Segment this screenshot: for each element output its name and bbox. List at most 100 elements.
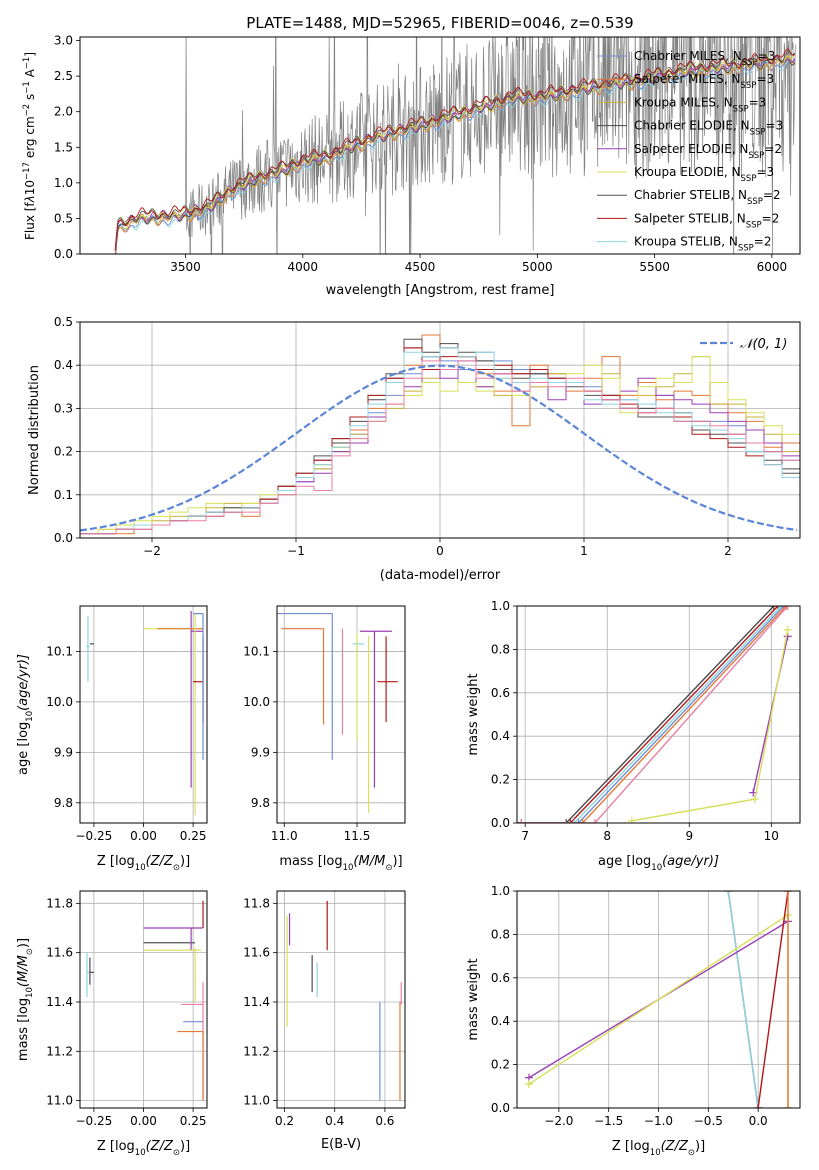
x-tick-label: −0.25 xyxy=(76,1114,113,1128)
x-tick-label: 11.0 xyxy=(271,829,298,843)
legend-entry: Salpeter STELIB, NSSP=2 xyxy=(634,211,779,230)
legend-entry: Salpeter MILES, NSSP=3 xyxy=(634,72,774,91)
y-tick-label: 0.6 xyxy=(491,971,510,985)
label-part: =3 xyxy=(756,72,774,86)
y-tick-label: 0.2 xyxy=(54,445,73,459)
weight-line-salpeter-miles xyxy=(521,606,787,823)
y-tick-label: 0.4 xyxy=(491,1014,510,1028)
label-part: −17 xyxy=(22,162,32,180)
plus-marker xyxy=(769,606,778,610)
label-part: −1 xyxy=(22,81,32,94)
model-line-chabrier-elodie xyxy=(115,54,796,254)
y-tick-label: 0.0 xyxy=(491,1101,510,1115)
histogram-kroupa-miles xyxy=(80,356,800,538)
label-part: −1 xyxy=(22,57,32,70)
histogram-salpeter-miles xyxy=(80,334,800,538)
x-tick-label: 1 xyxy=(580,544,588,558)
label-part: SSP xyxy=(741,81,757,91)
label-part: (age/yr)] xyxy=(16,654,31,711)
label-part: =3 xyxy=(766,119,784,133)
model-line-salpeter-stelib xyxy=(114,48,796,251)
residual-histogram-panel: −2 −1 0 1 2 0.0 0.1 0.2 0.3 0.4 0.5 (data-model)/er… xyxy=(27,315,801,583)
label-part: Chabrier ELODIE, N xyxy=(634,119,750,133)
weight-line-kroupa-stelib xyxy=(521,606,782,823)
residual-plot-area xyxy=(80,334,800,538)
y-axis-label: Flux [fλ10−17 erg cm−2 s−1 A−1] xyxy=(22,52,37,240)
y-tick-label: 9.9 xyxy=(54,745,73,759)
label-part: SSP xyxy=(741,174,757,184)
histogram-pink-model xyxy=(80,360,800,538)
label-part: Salpeter STELIB, N xyxy=(634,211,746,225)
label-part: mass [log xyxy=(279,854,342,869)
weight-line-chabrier-elodie xyxy=(521,606,775,823)
y-tick-label: 0.0 xyxy=(54,531,73,545)
x-axis-label: Z [log10(Z/Z⊙)] xyxy=(612,1139,705,1158)
x-tick-label: 5500 xyxy=(639,260,670,274)
x-tick-label: 8 xyxy=(603,829,611,843)
histogram-chabrier-elodie xyxy=(80,343,800,538)
x-tick-label: 0.25 xyxy=(180,829,207,843)
label-part: =2 xyxy=(754,235,772,249)
x-tick-label: 9 xyxy=(685,829,693,843)
x-tick-label: 3500 xyxy=(170,260,201,274)
model-line-salpeter-elodie xyxy=(114,55,796,254)
label-part: 10 xyxy=(650,1148,661,1158)
normal-distribution-curve xyxy=(80,364,798,532)
plus-marker xyxy=(783,625,792,634)
plus-marker xyxy=(574,819,583,823)
y-tick-label: 9.8 xyxy=(251,796,270,810)
y-tick-label: 0.8 xyxy=(491,927,510,941)
label-part: ⊙ xyxy=(173,1148,180,1158)
label-part: Z [log xyxy=(612,1139,650,1154)
x-axis-label: E(B-V) xyxy=(321,1137,361,1152)
plus-marker xyxy=(784,1104,793,1108)
y-tick-label: 1.0 xyxy=(491,884,510,898)
label-part: )] xyxy=(695,1139,705,1154)
label-part: 10 xyxy=(23,180,37,195)
label-part: mass [log xyxy=(16,998,31,1061)
y-tick-label: 9.8 xyxy=(54,796,73,810)
plus-marker xyxy=(724,891,733,895)
label-part: )] xyxy=(392,854,402,869)
y-tick-label: 10.1 xyxy=(46,644,73,658)
label-part: SSP xyxy=(742,58,758,68)
x-tick-label: 10 xyxy=(764,829,779,843)
label-part: )] xyxy=(16,938,31,948)
legend-entry: Kroupa ELODIE, NSSP=3 xyxy=(634,165,774,184)
plot-area xyxy=(524,891,793,1108)
weight-line-pink-model xyxy=(521,606,789,823)
label-part: Chabrier STELIB, N xyxy=(634,188,747,202)
legend-entry: 𝒩(0, 1) xyxy=(740,337,787,352)
label-part: SSP xyxy=(738,244,754,254)
label-part: λ xyxy=(23,195,37,203)
spectrum-panel: 3500 4000 4500 5000 5500 6000 0.0 0.5 1.0 1.5 2.0 2… xyxy=(22,34,801,298)
y-tick-label: 2.0 xyxy=(54,105,73,119)
plus-marker xyxy=(590,819,599,823)
plus-marker xyxy=(566,819,575,823)
x-tick-label: −1.0 xyxy=(644,1114,673,1128)
weight-line-kroupa-stelib xyxy=(727,891,759,1108)
chart-title: PLATE=1488, MJD=52965, FIBERID=0046, z=0… xyxy=(246,14,633,32)
y-tick-label: 0.5 xyxy=(54,315,73,329)
label-part: SSP xyxy=(750,128,766,138)
y-tick-label: 9.9 xyxy=(251,745,270,759)
label-part: s xyxy=(23,94,37,104)
axes-frame xyxy=(276,890,406,1109)
plus-marker xyxy=(570,819,579,823)
y-tick-label: 11.6 xyxy=(243,946,270,960)
label-part: 10 xyxy=(343,863,354,873)
axes-frame xyxy=(79,36,801,255)
x-tick-label: −0.5 xyxy=(694,1114,723,1128)
label-part: )] xyxy=(180,854,190,869)
label-part: ⊙ xyxy=(173,863,180,873)
y-tick-label: 10.0 xyxy=(243,695,270,709)
axes-frame xyxy=(276,605,406,824)
x-axis-label: wavelength [Angstrom, rest frame] xyxy=(326,283,555,298)
label-part: (age/yr)] xyxy=(662,854,719,869)
plus-marker xyxy=(562,819,571,823)
label-part: Salpeter MILES, N xyxy=(634,72,741,86)
x-tick-label: 0.0 xyxy=(749,1114,768,1128)
x-tick-label: 11.5 xyxy=(344,829,371,843)
